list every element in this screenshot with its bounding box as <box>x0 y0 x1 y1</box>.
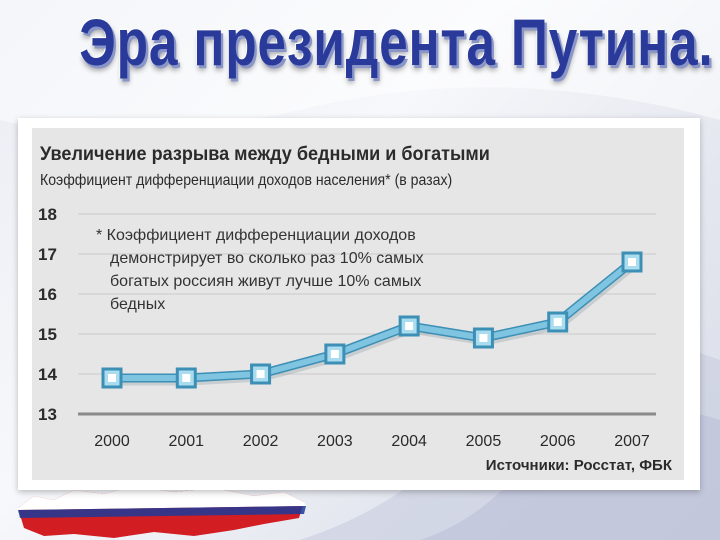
y-tick-label: 16 <box>38 285 57 304</box>
y-tick-label: 13 <box>38 405 57 424</box>
data-point-center <box>405 322 414 330</box>
data-point-center <box>553 318 562 326</box>
x-tick-label: 2006 <box>540 433 576 450</box>
data-point-center <box>256 370 265 378</box>
x-tick-label: 2001 <box>168 433 204 450</box>
x-tick-label: 2007 <box>614 433 650 450</box>
data-point-center <box>182 374 191 382</box>
chart-subtitle: Коэффициент дифференциации доходов насел… <box>40 172 453 189</box>
data-point-center <box>330 350 339 358</box>
x-tick-label: 2002 <box>243 433 279 450</box>
y-tick-label: 15 <box>38 325 57 344</box>
slide-title: Эра президента Путина. <box>79 5 714 79</box>
data-point-center <box>628 258 636 266</box>
russia-map-flag-decoration <box>18 486 306 538</box>
line-chart: 13 14 15 16 17 18 2000 2001 2002 2003 2004 2005 2006… <box>38 205 673 474</box>
x-tick-label: 2005 <box>466 433 502 450</box>
footnote-line: * Коэффициент дифференциации доходов <box>96 227 416 244</box>
chart-area: 13 14 15 16 17 18 2000 2001 2002 2003 2004 2005 2006… <box>32 128 684 480</box>
y-tick-label: 14 <box>38 365 57 384</box>
chart-panel: 13 14 15 16 17 18 2000 2001 2002 2003 2004 2005 2006… <box>18 118 700 490</box>
y-tick-label: 18 <box>38 205 57 224</box>
footnote-line: демонстрирует во сколько раз 10% самых <box>110 250 424 267</box>
x-tick-label: 2003 <box>317 433 353 450</box>
x-tick-label: 2000 <box>94 433 130 450</box>
data-point-center <box>108 374 116 382</box>
chart-title: Увеличение разрыва между бедными и богат… <box>40 144 490 165</box>
x-tick-label: 2004 <box>391 433 427 450</box>
chart-source: Источники: Росстат, ФБК <box>486 457 673 474</box>
data-point-center <box>479 334 488 342</box>
footnote-line: бедных <box>110 296 165 313</box>
series-line <box>112 259 634 381</box>
y-tick-label: 17 <box>38 245 57 264</box>
footnote-line: богатых россиян живут лучше 10% самых <box>110 273 421 290</box>
